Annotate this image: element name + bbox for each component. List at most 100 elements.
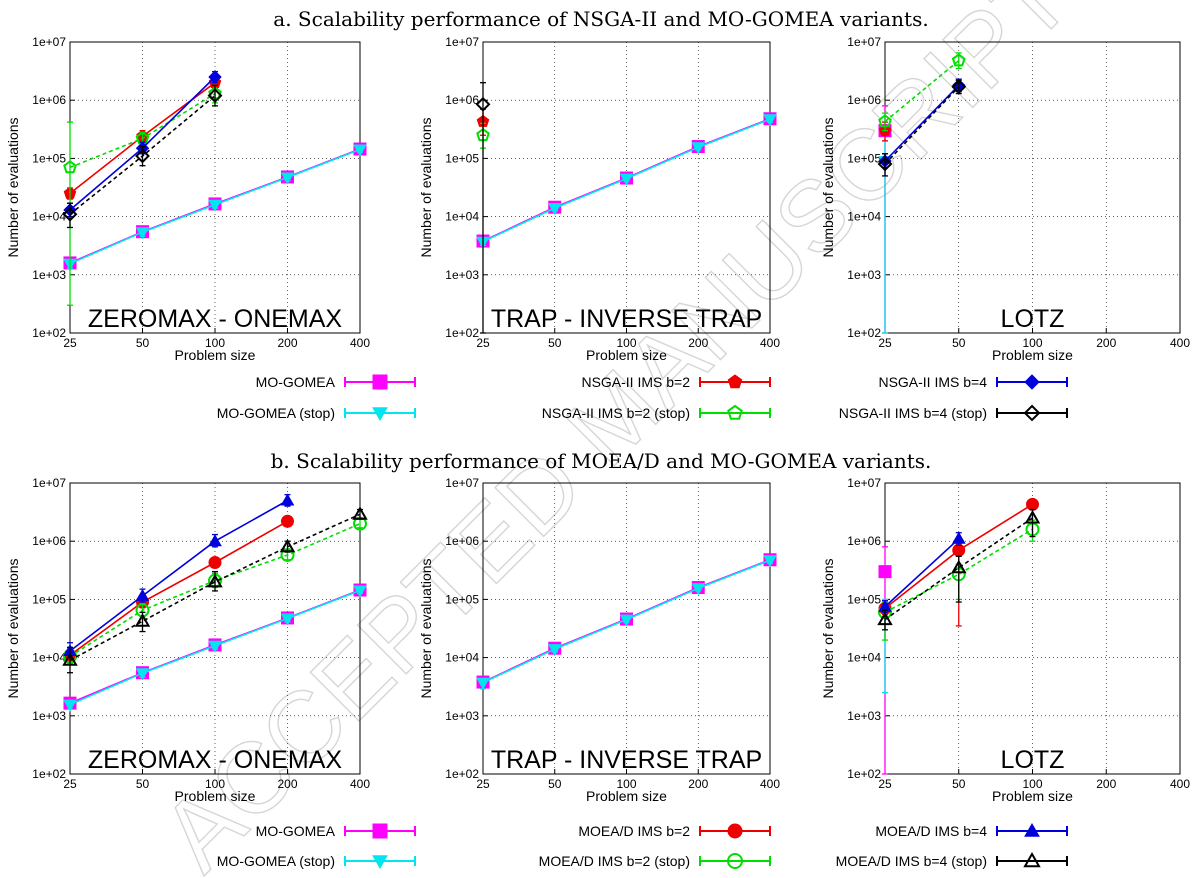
y-tick-label: 1e+06: [445, 534, 479, 548]
legend-label: MOEA/D IMS b=4: [875, 823, 987, 839]
y-tick-label: 1e+02: [847, 767, 881, 781]
legend-label: MO-GOMEA: [256, 823, 336, 839]
x-tick-label: 200: [277, 777, 297, 791]
series-line: [884, 59, 960, 123]
data-point: [208, 199, 222, 212]
data-point: [619, 173, 634, 186]
plot-panel: 1e+02 1e+03 1e+04 1e+05 1e+06 1e+07 25 50 100 200…: [820, 476, 1190, 804]
series: [877, 508, 1041, 631]
data-point: [353, 585, 367, 598]
y-tick-label: 1e+03: [32, 268, 66, 282]
x-tick-label: 200: [688, 777, 708, 791]
x-axis-label: Problem size: [175, 788, 256, 804]
series: [62, 506, 368, 674]
data-point: [619, 614, 634, 627]
data-point: [135, 148, 150, 164]
data-point: [877, 611, 893, 626]
x-axis-label: Problem size: [175, 347, 256, 363]
series: [63, 144, 367, 271]
x-tick-label: 100: [1022, 777, 1042, 791]
data-point: [547, 644, 562, 657]
section-a-title: a. Scalability performance of NSGA-II an…: [273, 7, 928, 31]
x-tick-label: 100: [205, 336, 225, 350]
series-line: [884, 528, 1033, 614]
y-tick-label: 1e+05: [32, 592, 66, 606]
y-tick-label: 1e+06: [847, 534, 881, 548]
panel-label: ZEROMAX - ONEMAX: [88, 305, 343, 333]
legend-label: MO-GOMEA (stop): [217, 405, 335, 421]
data-point: [951, 559, 967, 574]
y-axis-label: Number of evaluations: [5, 558, 21, 698]
y-tick-label: 1e+07: [847, 476, 881, 490]
series-line: [884, 517, 1033, 621]
x-tick-label: 400: [350, 777, 370, 791]
y-tick-label: 1e+02: [32, 767, 66, 781]
y-tick-label: 1e+06: [445, 93, 479, 107]
series: [878, 52, 966, 132]
data-point: [135, 588, 150, 601]
x-tick-label: 25: [878, 336, 892, 350]
data-point: [1024, 374, 1040, 390]
x-tick-label: 400: [350, 336, 370, 350]
y-tick-label: 1e+02: [445, 326, 479, 340]
data-point: [951, 79, 967, 95]
data-point: [1026, 497, 1039, 511]
plot-panel: 1e+02 1e+03 1e+04 1e+05 1e+06 1e+07 25 50 100 200…: [418, 35, 780, 363]
data-point: [281, 514, 294, 528]
data-point: [1023, 851, 1041, 868]
y-tick-label: 1e+03: [847, 709, 881, 723]
data-point: [878, 114, 892, 128]
x-tick-label: 100: [616, 336, 636, 350]
series: [475, 82, 491, 334]
y-tick-label: 1e+05: [32, 151, 66, 165]
legend-label: MOEA/D IMS b=2: [578, 823, 690, 839]
series-line: [884, 84, 960, 162]
series: [63, 493, 295, 659]
data-point: [763, 555, 777, 568]
data-point: [1023, 404, 1041, 422]
data-point: [727, 404, 743, 420]
x-tick-label: 50: [548, 336, 562, 350]
y-axis-label: Number of evaluations: [820, 117, 836, 257]
data-point: [476, 677, 490, 690]
x-axis-label: Problem size: [992, 788, 1073, 804]
data-point: [951, 53, 966, 67]
series-line: [69, 499, 288, 652]
data-point: [208, 640, 222, 653]
x-tick-label: 100: [1022, 336, 1042, 350]
y-tick-label: 1e+04: [847, 651, 881, 665]
data-point: [134, 613, 151, 627]
data-point: [475, 96, 491, 112]
data-point: [280, 613, 295, 626]
x-tick-label: 200: [277, 336, 297, 350]
data-point: [280, 493, 295, 506]
y-tick-label: 1e+07: [32, 476, 66, 490]
x-axis-label: Problem size: [586, 788, 667, 804]
legend-label: NSGA-II IMS b=2 (stop): [542, 405, 690, 421]
y-tick-label: 1e+07: [445, 476, 479, 490]
y-tick-label: 1e+05: [445, 592, 479, 606]
y-tick-label: 1e+02: [32, 326, 66, 340]
series: [63, 514, 294, 662]
data-point: [208, 556, 222, 570]
y-axis-label: Number of evaluations: [418, 558, 434, 698]
x-tick-label: 50: [952, 336, 966, 350]
data-point: [372, 855, 388, 870]
x-tick-label: 25: [63, 777, 77, 791]
x-tick-label: 100: [205, 777, 225, 791]
data-point: [279, 538, 296, 553]
y-tick-label: 1e+05: [847, 592, 881, 606]
y-tick-label: 1e+07: [445, 35, 479, 49]
y-axis-label: Number of evaluations: [418, 117, 434, 257]
x-tick-label: 25: [63, 336, 77, 350]
series: [476, 555, 777, 690]
x-axis-label: Problem size: [586, 347, 667, 363]
data-point: [372, 374, 388, 390]
x-axis-label: Problem size: [992, 347, 1073, 363]
plot-panels: 1e+02 1e+03 1e+04 1e+05 1e+06 1e+07 25 50 100 200…: [5, 35, 1190, 804]
data-point: [951, 531, 966, 544]
y-tick-label: 1e+02: [445, 767, 479, 781]
data-point: [691, 142, 706, 155]
x-tick-label: 400: [760, 777, 780, 791]
series: [62, 84, 223, 229]
